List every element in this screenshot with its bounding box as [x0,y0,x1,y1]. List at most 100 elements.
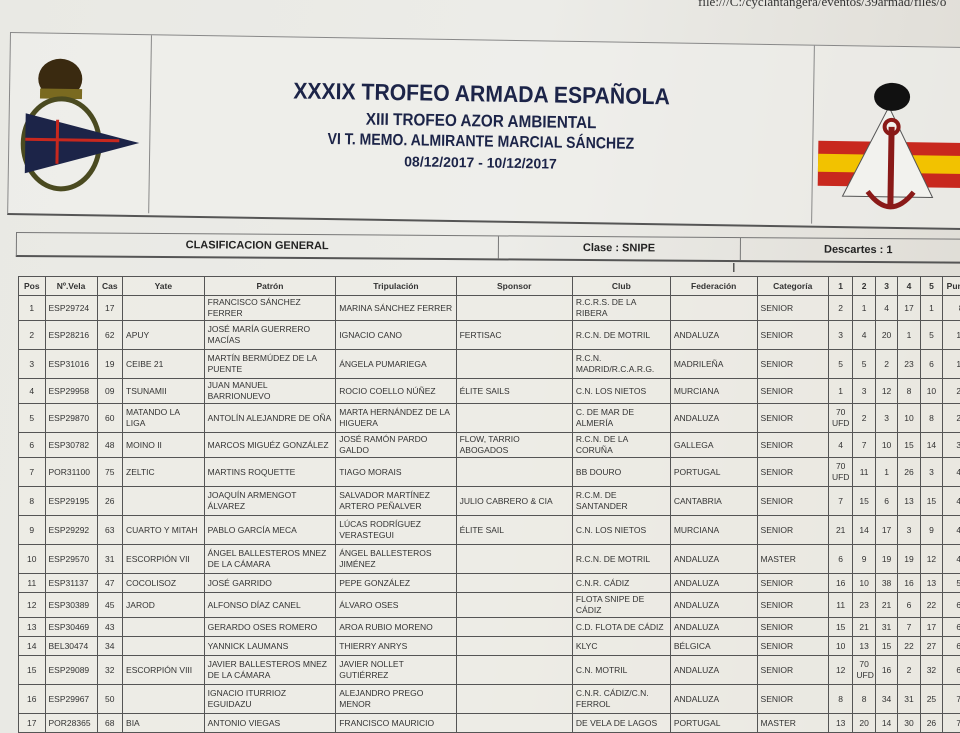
cell-categor-a: SENIOR [757,574,828,593]
cell-sponsor [456,350,572,379]
cell-categor-a: SENIOR [757,379,828,404]
cell-sponsor [456,404,572,433]
cell-yate [123,618,205,637]
cell-patr-n: MARTÍN BERMÚDEZ DE LA PUENTE [204,350,336,379]
cell-5: 1 [920,296,942,321]
cell-1: 15 [828,618,852,637]
cell-club: C.N. LOS NIETOS [572,516,670,545]
address-url: file:///C:/cyclantangera/eventos/39armad… [698,0,946,10]
cell-patr-n: IGNACIO ITURRIOZ EGUIDAZU [204,685,336,714]
cell-puntos: 60 [943,618,960,637]
cell-sponsor [456,574,572,593]
cell-1: 8 [828,685,852,714]
cell-5: 15 [920,487,942,516]
cell-categor-a: SENIOR [757,321,828,350]
cell-yate: BIA [123,714,205,733]
cell-patr-n: PABLO GARCÍA MECA [204,516,336,545]
classification-label: CLASIFICACION GENERAL [17,233,499,258]
cell-cas: 43 [97,618,123,637]
cell-puntos: 8 [943,296,960,321]
cell-5: 25 [920,685,942,714]
cell-federaci-n: ANDALUZA [670,574,757,593]
cell-n-vela: ESP29292 [45,516,97,545]
column-header: 3 [875,277,897,296]
column-header: 5 [920,277,942,296]
cell-5: 13 [920,574,942,593]
cell-patr-n: GERARDO OSES ROMERO [204,618,336,637]
cell-3: 12 [875,379,897,404]
cell-2: 9 [853,545,875,574]
cell-federaci-n: PORTUGAL [670,714,757,733]
cell-5: 32 [920,656,942,685]
cell-2: 11 [853,458,875,487]
document-header: XXXIX TROFEO ARMADA ESPAÑOLA XIII TROFEO… [7,32,960,230]
cell-n-vela: BEL30474 [45,637,97,656]
cell-categor-a: SENIOR [757,516,828,545]
cell-tripulaci-n: ROCIO COELLO NÚÑEZ [336,379,456,404]
cell-cas: 63 [97,516,123,545]
cell-4: 2 [898,656,920,685]
cell-2: 2 [853,404,875,433]
cell-patr-n: JUAN MANUEL BARRIONUEVO [204,379,336,404]
cell-sponsor [456,296,572,321]
cell-1: 2 [828,296,852,321]
column-header: Federación [670,277,757,296]
cell-federaci-n: MADRILEÑA [670,350,757,379]
club-pennant-logo [8,33,152,213]
cell-club: C.N.R. CÁDIZ [572,574,670,593]
column-header: Tripulación [336,277,456,296]
cell-federaci-n: MURCIANA [670,516,757,545]
cell-n-vela: ESP28216 [45,321,97,350]
text-cursor-icon: I [732,260,736,275]
cell-cas: 75 [97,458,123,487]
cell-1: 12 [828,656,852,685]
cell-3: 10 [875,433,897,458]
cell-federaci-n: GALLEGA [670,433,757,458]
cell-3: 1 [875,458,897,487]
title-block: XXXIX TROFEO ARMADA ESPAÑOLA XIII TROFEO… [149,75,813,175]
cell-sponsor [456,593,572,618]
cell-patr-n: MARTINS ROQUETTE [204,458,336,487]
cell-federaci-n: PORTUGAL [670,458,757,487]
cell-5: 5 [920,321,942,350]
cell-tripulaci-n: ÁLVARO OSES [336,593,456,618]
cell-federaci-n: ANDALUZA [670,545,757,574]
cell-5: 12 [920,545,942,574]
cell-puntos: 62 [943,656,960,685]
cell-cas: 48 [97,433,123,458]
cell-yate [123,637,205,656]
cell-cas: 32 [97,656,123,685]
cell-3: 31 [875,618,897,637]
cell-sponsor: JULIO CABRERO & CIA [456,487,572,516]
cell-3: 6 [875,487,897,516]
cell-1: 13 [828,714,852,733]
cell-club: DE VELA DE LAGOS [572,714,670,733]
cell-patr-n: ÁNGEL BALLESTEROS MNEZ DE LA CÁMARA [204,545,336,574]
cell-5: 9 [920,516,942,545]
cell-n-vela: ESP29570 [45,545,97,574]
cell-tripulaci-n: IGNACIO CANO [336,321,456,350]
column-header: 4 [898,277,920,296]
cell-2: 20 [853,714,875,733]
cell-4: 6 [898,593,920,618]
cell-4: 23 [898,350,920,379]
cell-pos: 5 [19,404,46,433]
cell-2: 1 [853,296,875,321]
cell-1: 3 [828,321,852,350]
cell-cas: 17 [97,296,123,321]
cell-categor-a: SENIOR [757,404,828,433]
cell-4: 17 [898,296,920,321]
cell-club: KLYC [572,637,670,656]
cell-patr-n: ANTOLÍN ALEJANDRE DE OÑA [204,404,336,433]
cell-tripulaci-n: MARTA HERNÁNDEZ DE LA HIGUERA [336,404,456,433]
cell-5: 26 [920,714,942,733]
cell-pos: 2 [19,321,46,350]
cell-categor-a: SENIOR [757,433,828,458]
cell-2: 21 [853,618,875,637]
cell-club: C.N. MOTRIL [572,656,670,685]
